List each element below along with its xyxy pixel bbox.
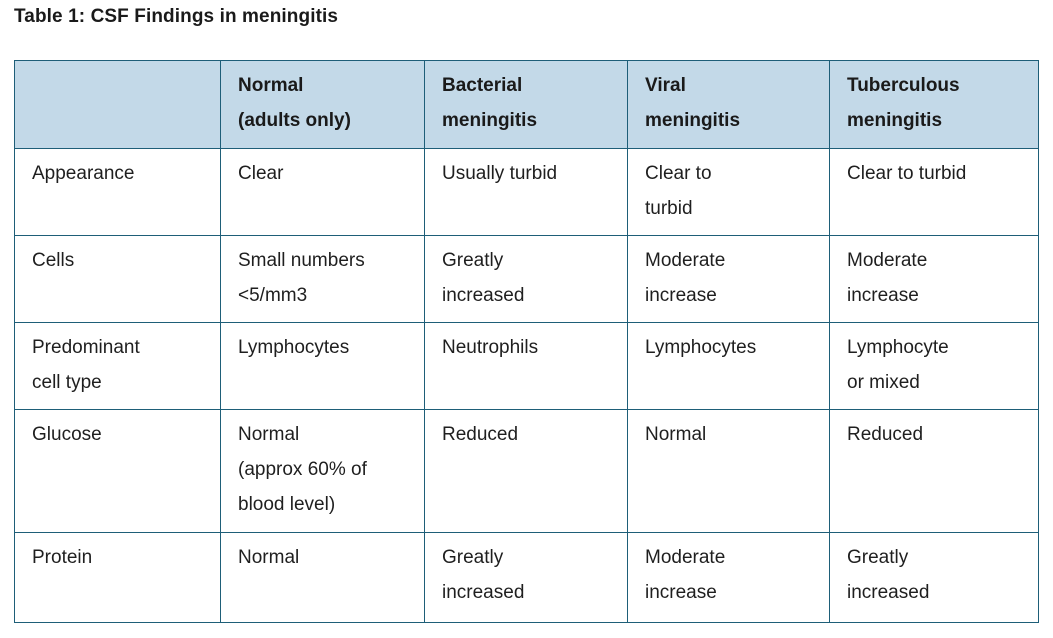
cell-appearance-tuberculous: Clear to turbid — [829, 148, 1039, 236]
cell-protein-normal: Normal — [220, 532, 425, 623]
row-label-appearance: Appearance — [14, 148, 221, 236]
row-label-cells: Cells — [14, 235, 221, 323]
table-row: Appearance Clear Usually turbid Clear to… — [14, 148, 1039, 236]
header-cell-tuberculous: Tuberculous meningitis — [829, 60, 1039, 149]
header-cell-viral: Viral meningitis — [627, 60, 830, 149]
header-cell-bacterial: Bacterial meningitis — [424, 60, 628, 149]
cell-predominant-viral: Lymphocytes — [627, 322, 830, 410]
header-cell-empty — [14, 60, 221, 149]
cell-protein-viral: Moderate increase — [627, 532, 830, 623]
cell-predominant-normal: Lymphocytes — [220, 322, 425, 410]
cell-cells-tuberculous: Moderate increase — [829, 235, 1039, 323]
table-row: Predominant cell type Lymphocytes Neutro… — [14, 322, 1039, 410]
cell-cells-viral: Moderate increase — [627, 235, 830, 323]
cell-appearance-bacterial: Usually turbid — [424, 148, 628, 236]
cell-protein-tuberculous: Greatly increased — [829, 532, 1039, 623]
cell-glucose-normal: Normal (approx 60% of blood level) — [220, 409, 425, 533]
cell-glucose-bacterial: Reduced — [424, 409, 628, 533]
cell-glucose-tuberculous: Reduced — [829, 409, 1039, 533]
cell-predominant-tuberculous: Lymphocyte or mixed — [829, 322, 1039, 410]
table-row: Glucose Normal (approx 60% of blood leve… — [14, 409, 1039, 533]
header-row: Normal (adults only) Bacterial meningiti… — [14, 60, 1039, 149]
cell-appearance-viral: Clear to turbid — [627, 148, 830, 236]
cell-protein-bacterial: Greatly increased — [424, 532, 628, 623]
header-cell-normal: Normal (adults only) — [220, 60, 425, 149]
table-row: Protein Normal Greatly increased Moderat… — [14, 532, 1039, 623]
table-caption: Table 1: CSF Findings in meningitis — [14, 6, 339, 27]
row-label-predominant-cell-type: Predominant cell type — [14, 322, 221, 410]
csf-findings-table: Normal (adults only) Bacterial meningiti… — [14, 60, 1039, 623]
cell-glucose-viral: Normal — [627, 409, 830, 533]
row-label-protein: Protein — [14, 532, 221, 623]
cell-predominant-bacterial: Neutrophils — [424, 322, 628, 410]
cell-appearance-normal: Clear — [220, 148, 425, 236]
cell-cells-bacterial: Greatly increased — [424, 235, 628, 323]
cell-cells-normal: Small numbers <5/mm3 — [220, 235, 425, 323]
table-row: Cells Small numbers <5/mm3 Greatly incre… — [14, 235, 1039, 323]
row-label-glucose: Glucose — [14, 409, 221, 533]
